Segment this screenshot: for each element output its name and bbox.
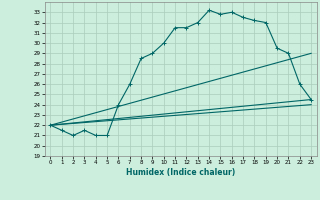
X-axis label: Humidex (Indice chaleur): Humidex (Indice chaleur): [126, 168, 236, 177]
